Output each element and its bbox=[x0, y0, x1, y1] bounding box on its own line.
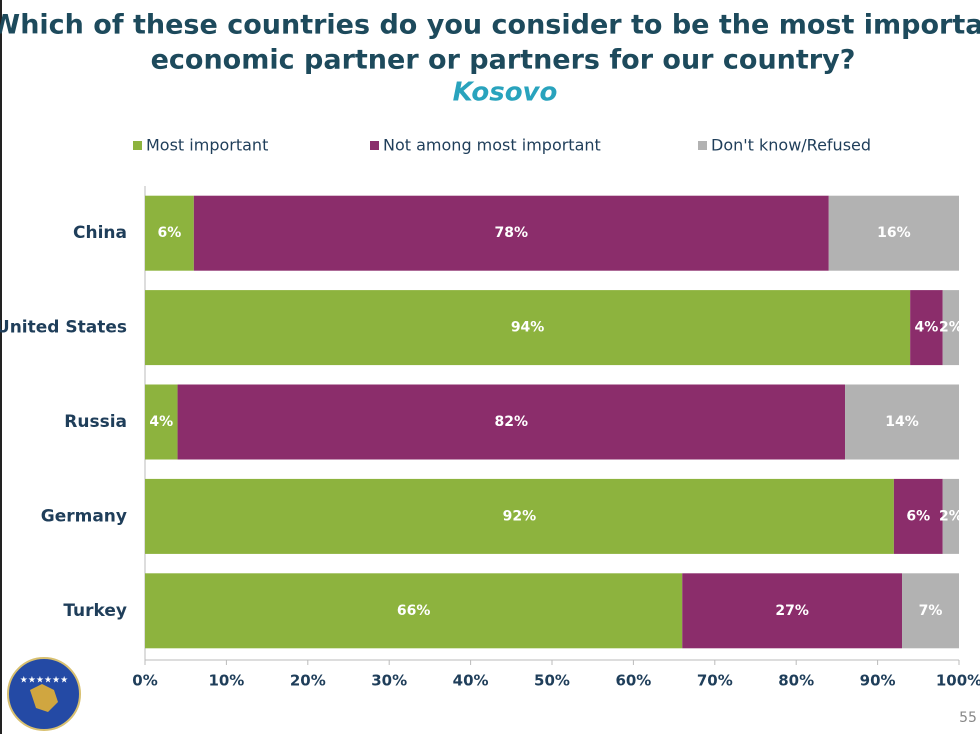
bar-segment bbox=[942, 290, 959, 366]
x-tick-label: 10% bbox=[208, 672, 244, 690]
x-tick-label: 0% bbox=[132, 672, 157, 690]
value-label: 4% bbox=[915, 320, 939, 336]
value-label: 16% bbox=[877, 225, 911, 241]
bar-segment bbox=[177, 384, 846, 460]
legend-label: Not among most important bbox=[383, 136, 601, 155]
bar-segment bbox=[845, 384, 959, 460]
value-label: 6% bbox=[158, 225, 182, 241]
bar-segment bbox=[145, 384, 178, 460]
y-tick-label: Russia bbox=[64, 412, 127, 432]
x-tick-label: 100% bbox=[936, 672, 980, 690]
x-tick-label: 40% bbox=[453, 672, 489, 690]
x-tick-label: 50% bbox=[534, 672, 570, 690]
value-label: 66% bbox=[397, 603, 431, 619]
value-label: 2% bbox=[939, 320, 963, 336]
value-label: 4% bbox=[149, 414, 173, 430]
value-label: 78% bbox=[495, 225, 529, 241]
bar-segment bbox=[145, 573, 683, 649]
y-tick-label: United States bbox=[0, 318, 127, 338]
bar-segment bbox=[145, 478, 894, 554]
x-tick-label: 20% bbox=[290, 672, 326, 690]
bar-segment bbox=[910, 290, 943, 366]
flag-logo: ★★★★★★ bbox=[7, 657, 81, 731]
x-tick-label: 70% bbox=[697, 672, 733, 690]
page-number: 55 bbox=[959, 710, 977, 726]
legend-swatch bbox=[370, 141, 379, 150]
y-tick-label: Germany bbox=[41, 506, 127, 526]
value-label: 7% bbox=[919, 603, 943, 619]
value-label: 94% bbox=[511, 320, 545, 336]
bar-segment bbox=[893, 478, 943, 554]
legend-label: Most important bbox=[146, 136, 268, 155]
y-tick-label: Turkey bbox=[63, 601, 127, 621]
value-label: 14% bbox=[885, 414, 919, 430]
chart-title: economic partner or partners for our cou… bbox=[151, 45, 856, 76]
x-tick-label: 60% bbox=[615, 672, 651, 690]
x-tick-label: 30% bbox=[371, 672, 407, 690]
bar-segment bbox=[902, 573, 959, 649]
chart-subtitle: Kosovo bbox=[453, 78, 558, 108]
bar-segment bbox=[145, 195, 194, 271]
svg-text:★★★★★★: ★★★★★★ bbox=[20, 676, 68, 686]
value-label: 92% bbox=[503, 508, 537, 524]
bar-segment bbox=[942, 478, 959, 554]
value-label: 82% bbox=[495, 414, 529, 430]
chart-title: Which of these countries do you consider… bbox=[0, 10, 980, 41]
value-label: 27% bbox=[775, 603, 809, 619]
value-label: 6% bbox=[906, 508, 930, 524]
x-tick-label: 90% bbox=[860, 672, 896, 690]
y-tick-label: China bbox=[73, 223, 127, 243]
legend-label: Don't know/Refused bbox=[711, 136, 871, 155]
bar-segment bbox=[145, 290, 911, 366]
bar-segment bbox=[193, 195, 829, 271]
bar-segment bbox=[828, 195, 959, 271]
legend-swatch bbox=[133, 141, 142, 150]
x-tick-label: 80% bbox=[778, 672, 814, 690]
value-label: 2% bbox=[939, 508, 963, 524]
bar-segment bbox=[682, 573, 903, 649]
legend-swatch bbox=[698, 141, 707, 150]
